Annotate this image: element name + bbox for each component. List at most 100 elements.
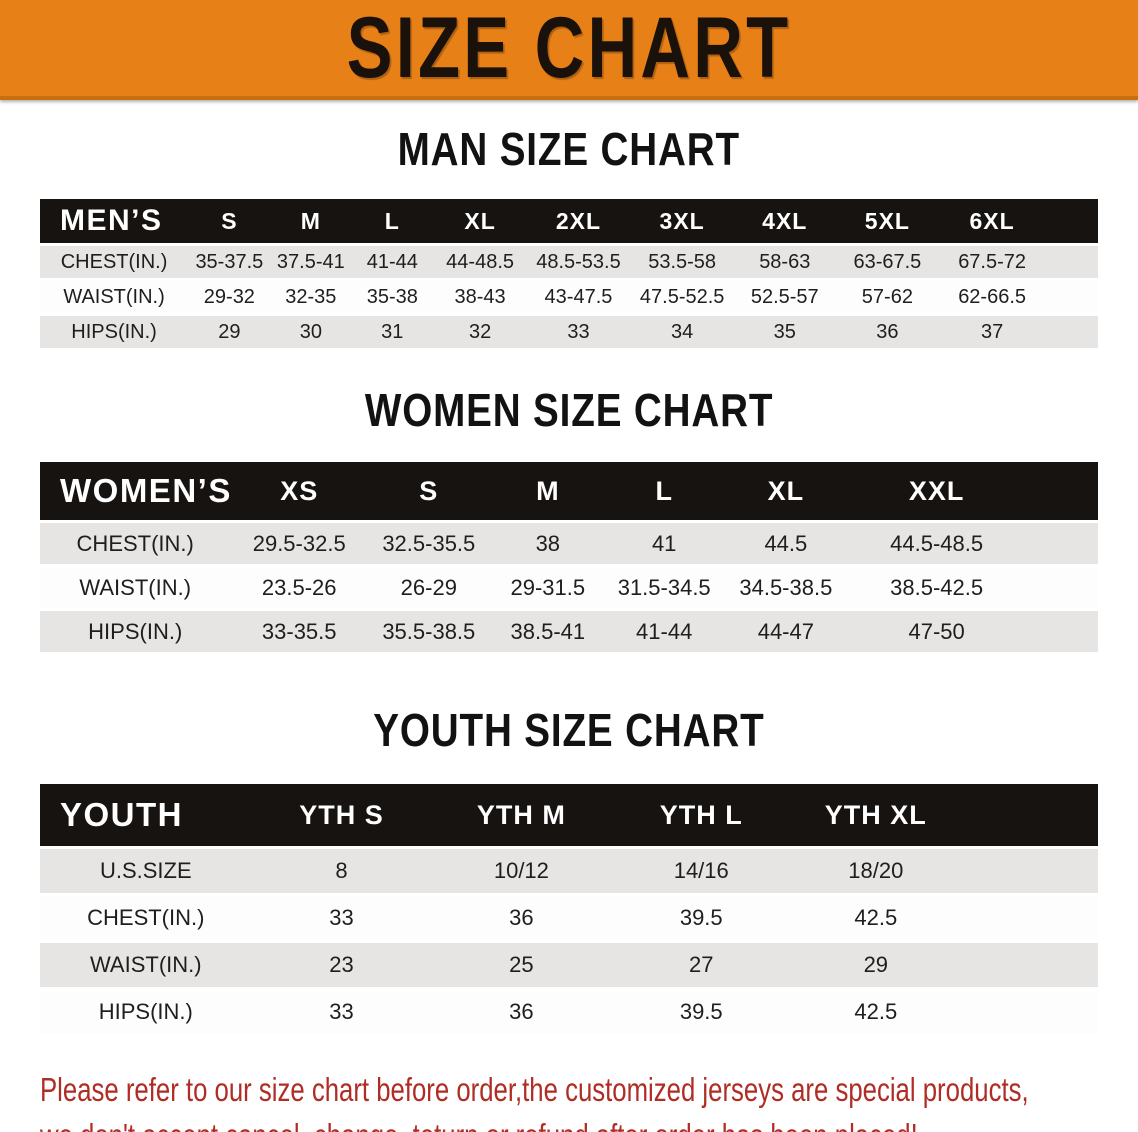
size-value-cell: 31 [351, 316, 434, 348]
measurement-row: CHEST(IN.) 35-37.5 37.5-41 41-44 44-48.5 48.5… [40, 246, 1098, 278]
size-value-cell: 10/12 [431, 849, 612, 893]
table-title-cell: WOMEN’S [40, 462, 231, 520]
row-filler-cell [1023, 567, 1098, 608]
size-value-cell: 47-50 [849, 611, 1024, 652]
row-filler-cell [960, 849, 1098, 893]
size-column-header: S [188, 199, 271, 243]
size-value-cell: 31.5-34.5 [606, 567, 723, 608]
size-value-cell: 29 [791, 943, 961, 987]
size-value-cell: 52.5-57 [733, 281, 836, 313]
size-value-cell: 62-66.5 [939, 281, 1046, 313]
size-column-header: YTH L [611, 784, 792, 846]
header-filler-cell [960, 784, 1098, 846]
size-value-cell: 25 [431, 943, 612, 987]
size-value-cell: 38.5-41 [489, 611, 606, 652]
measurement-row: HIPS(IN.) 29 30 31 32 33 34 35 36 37 [40, 316, 1098, 348]
row-filler-cell [1045, 246, 1098, 278]
size-column-header: YTH XL [791, 784, 961, 846]
size-value-cell: 34.5-38.5 [722, 567, 850, 608]
size-value-cell: 47.5-52.5 [630, 281, 734, 313]
size-value-cell: 29-31.5 [489, 567, 606, 608]
size-value-cell: 43-47.5 [526, 281, 631, 313]
measurement-row: HIPS(IN.) 33 36 39.5 42.5 [40, 990, 1098, 1034]
row-filler-cell [1045, 316, 1098, 348]
size-value-cell: 48.5-53.5 [526, 246, 631, 278]
measurement-row: U.S.SIZE 8 10/12 14/16 18/20 [40, 849, 1098, 893]
size-value-cell: 23 [251, 943, 432, 987]
size-value-cell: 44.5-48.5 [849, 523, 1024, 564]
size-value-cell: 30 [270, 316, 352, 348]
size-value-cell: 37.5-41 [270, 246, 352, 278]
table-title-cell: MEN’S [40, 199, 189, 243]
size-value-cell: 57-62 [835, 281, 940, 313]
disclaimer-line-1: Please refer to our size chart before or… [40, 1071, 1029, 1108]
size-value-cell: 44.5 [722, 523, 850, 564]
size-value-cell: 32 [433, 316, 527, 348]
size-value-cell: 14/16 [611, 849, 792, 893]
size-value-cell: 38 [489, 523, 606, 564]
measurement-row: CHEST(IN.) 29.5-32.5 32.5-35.5 38 41 44.5 44.5… [40, 523, 1098, 564]
row-filler-cell [960, 896, 1098, 940]
size-chart-banner: SIZE CHART [0, 0, 1138, 100]
size-column-header: XS [230, 462, 368, 520]
men-section-heading: MAN SIZE CHART [0, 126, 1138, 172]
size-value-cell: 63-67.5 [835, 246, 940, 278]
size-value-cell: 41 [606, 523, 723, 564]
size-column-header: XL [722, 462, 850, 520]
size-column-header: XL [433, 199, 527, 243]
size-value-cell: 44-48.5 [433, 246, 527, 278]
size-value-cell: 33 [251, 896, 432, 940]
size-value-cell: 33 [526, 316, 631, 348]
row-label-cell: HIPS(IN.) [40, 611, 231, 652]
men-size-table: MEN’S S M L XL 2XL 3XL 4XL 5XL 6XL CHEST(IN.) 35-37… [40, 196, 1098, 351]
size-column-header: M [489, 462, 606, 520]
measurement-row: WAIST(IN.) 29-32 32-35 35-38 38-43 43-47.5 47.… [40, 281, 1098, 313]
row-filler-cell [1045, 281, 1098, 313]
size-value-cell: 39.5 [611, 896, 792, 940]
size-value-cell: 29 [188, 316, 271, 348]
size-value-cell: 33 [251, 990, 432, 1034]
measurement-row: WAIST(IN.) 23.5-26 26-29 29-31.5 31.5-34.5 34… [40, 567, 1098, 608]
row-label-cell: HIPS(IN.) [40, 316, 189, 348]
size-column-header: 3XL [630, 199, 734, 243]
size-column-header: YTH M [431, 784, 612, 846]
size-value-cell: 32-35 [270, 281, 352, 313]
men-section-heading-text: MAN SIZE CHART [397, 123, 741, 175]
size-value-cell: 33-35.5 [230, 611, 368, 652]
table-title-cell: YOUTH [40, 784, 252, 846]
row-label-cell: CHEST(IN.) [40, 523, 231, 564]
row-label-cell: WAIST(IN.) [40, 943, 252, 987]
size-column-header: L [606, 462, 723, 520]
size-value-cell: 35 [733, 316, 836, 348]
table-header-row: WOMEN’S XS S M L XL XXL [40, 462, 1098, 520]
size-column-header: 5XL [835, 199, 940, 243]
size-value-cell: 41-44 [606, 611, 723, 652]
size-value-cell: 42.5 [791, 990, 961, 1034]
size-value-cell: 38-43 [433, 281, 527, 313]
size-value-cell: 23.5-26 [230, 567, 368, 608]
size-value-cell: 53.5-58 [630, 246, 734, 278]
size-column-header: 6XL [939, 199, 1046, 243]
size-value-cell: 27 [611, 943, 792, 987]
size-value-cell: 32.5-35.5 [367, 523, 490, 564]
size-value-cell: 29.5-32.5 [230, 523, 368, 564]
header-filler-cell [1045, 199, 1098, 243]
size-value-cell: 41-44 [351, 246, 434, 278]
table-header-row: YOUTH YTH S YTH M YTH L YTH XL [40, 784, 1098, 846]
size-value-cell: 42.5 [791, 896, 961, 940]
size-column-header: XXL [849, 462, 1024, 520]
banner-title: SIZE CHART [346, 0, 792, 96]
women-section-heading-text: WOMEN SIZE CHART [364, 384, 774, 436]
size-value-cell: 18/20 [791, 849, 961, 893]
size-value-cell: 39.5 [611, 990, 792, 1034]
row-filler-cell [1023, 611, 1098, 652]
size-column-header: L [351, 199, 434, 243]
size-value-cell: 36 [835, 316, 940, 348]
size-value-cell: 34 [630, 316, 734, 348]
size-value-cell: 35-37.5 [188, 246, 271, 278]
size-value-cell: 35-38 [351, 281, 434, 313]
youth-size-table: YOUTH YTH S YTH M YTH L YTH XL U.S.SIZE 8 10/12… [40, 781, 1098, 1037]
size-value-cell: 36 [431, 896, 612, 940]
size-value-cell: 29-32 [188, 281, 271, 313]
size-value-cell: 8 [251, 849, 432, 893]
